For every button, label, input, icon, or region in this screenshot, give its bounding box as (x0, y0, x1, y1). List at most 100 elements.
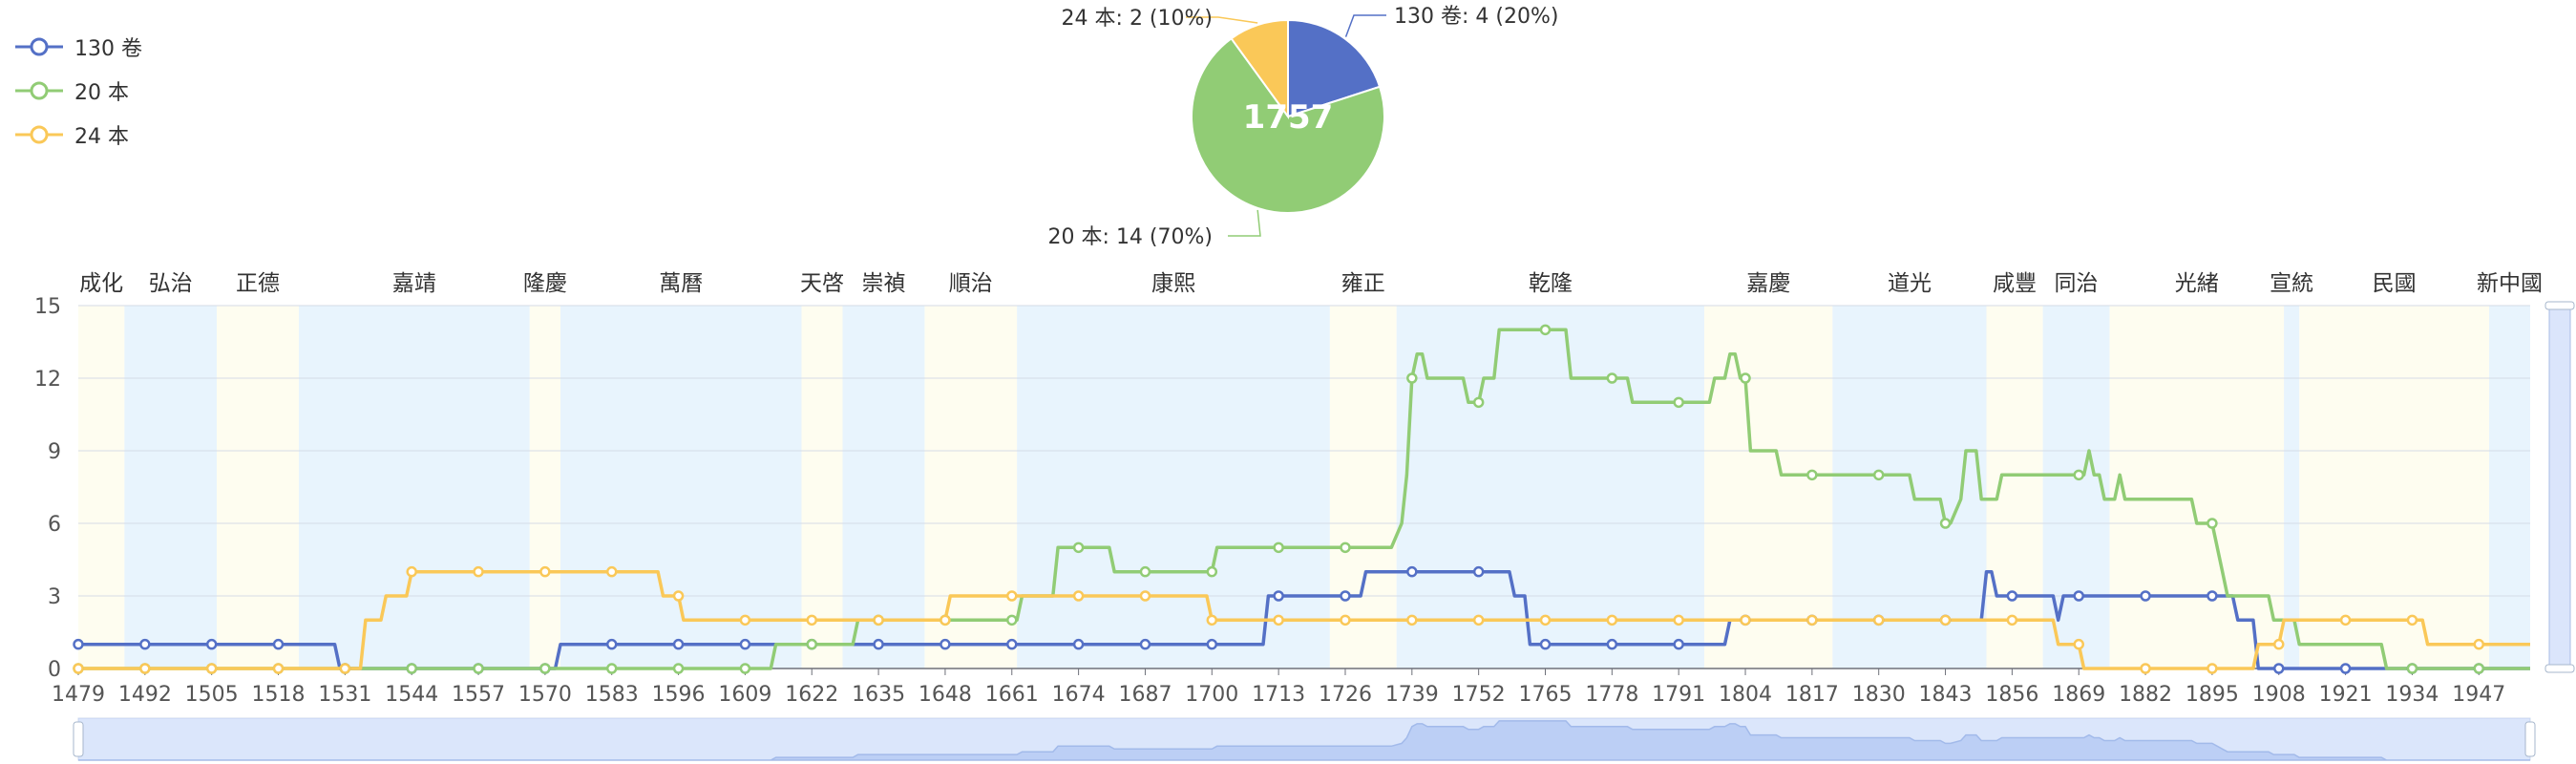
slider-left-handle[interactable] (73, 721, 84, 757)
series-point[interactable] (1206, 614, 1218, 626)
series-point[interactable] (1872, 469, 1885, 481)
series-point[interactable] (2140, 590, 2151, 602)
series-point[interactable] (1472, 565, 1485, 578)
series-point[interactable] (2339, 663, 2352, 674)
series-point[interactable] (1072, 638, 1085, 650)
series-point[interactable] (272, 663, 285, 674)
series-point[interactable] (605, 638, 618, 650)
series-point[interactable] (672, 590, 685, 602)
series-point[interactable] (2206, 590, 2218, 602)
vslider-bottom-handle[interactable] (2544, 664, 2575, 673)
slider-selected-range[interactable] (78, 718, 2530, 760)
series-point[interactable] (2273, 663, 2285, 674)
series-point[interactable] (2473, 663, 2485, 674)
series-point[interactable] (672, 663, 685, 674)
series-point[interactable] (1273, 590, 1284, 602)
series-point[interactable] (539, 565, 551, 578)
series-point[interactable] (406, 565, 417, 578)
series-point[interactable] (139, 638, 151, 650)
series-point[interactable] (1539, 324, 1552, 336)
legend-item-20-ben[interactable]: 20 本 (13, 69, 142, 113)
series-point[interactable] (2140, 663, 2151, 674)
series-point[interactable] (2273, 638, 2285, 650)
series-point[interactable] (2206, 518, 2218, 529)
series-point[interactable] (1539, 638, 1552, 650)
series-point[interactable] (1340, 590, 1351, 602)
series-point[interactable] (739, 638, 751, 650)
series-point[interactable] (339, 663, 351, 674)
series-point[interactable] (1606, 638, 1618, 650)
series-point[interactable] (1006, 614, 1018, 626)
series-point[interactable] (2473, 638, 2485, 650)
series-point[interactable] (1472, 396, 1485, 409)
series-point[interactable] (1539, 614, 1552, 626)
series-point[interactable] (1472, 614, 1485, 626)
series-point[interactable] (2339, 614, 2352, 626)
series-point[interactable] (1006, 638, 1018, 650)
series-point[interactable] (1740, 372, 1751, 384)
series-point[interactable] (1273, 541, 1284, 554)
series-point[interactable] (806, 638, 818, 650)
series-point[interactable] (1072, 541, 1085, 554)
series-point[interactable] (539, 663, 551, 674)
series-point[interactable] (205, 638, 218, 650)
vslider-top-handle[interactable] (2544, 301, 2575, 310)
series-point[interactable] (1340, 614, 1351, 626)
series-point[interactable] (2406, 614, 2418, 626)
series-point[interactable] (605, 565, 618, 578)
series-point[interactable] (1406, 372, 1418, 384)
pie-slice-2[interactable] (1230, 18, 1289, 120)
series-point[interactable] (406, 663, 417, 674)
series-point[interactable] (2073, 590, 2084, 602)
series-point[interactable] (1606, 372, 1618, 384)
series-point[interactable] (205, 663, 218, 674)
pie-slice-0[interactable] (1287, 18, 1382, 118)
slider-right-handle[interactable] (2524, 721, 2536, 757)
series-point[interactable] (1406, 614, 1418, 626)
series-point[interactable] (473, 565, 484, 578)
series-point[interactable] (1939, 614, 1952, 626)
series-point[interactable] (2406, 663, 2418, 674)
series-point[interactable] (940, 638, 951, 650)
series-point[interactable] (1340, 541, 1351, 554)
series-point[interactable] (1139, 590, 1151, 602)
series-point[interactable] (1939, 518, 1952, 529)
series-point[interactable] (1740, 614, 1751, 626)
legend-item-24-ben[interactable]: 24 本 (13, 113, 142, 157)
series-point[interactable] (1139, 638, 1151, 650)
series-point[interactable] (1273, 614, 1284, 626)
series-point[interactable] (1072, 590, 1085, 602)
series-point[interactable] (1806, 614, 1818, 626)
series-point[interactable] (73, 663, 84, 674)
series-point[interactable] (873, 638, 884, 650)
series-point[interactable] (806, 614, 818, 626)
series-point[interactable] (2206, 663, 2218, 674)
series-point[interactable] (272, 638, 285, 650)
series-point[interactable] (1206, 565, 1218, 578)
series-point[interactable] (2006, 590, 2018, 602)
series-point[interactable] (1673, 638, 1684, 650)
series-point[interactable] (1673, 614, 1684, 626)
series-point[interactable] (1606, 614, 1618, 626)
series-point[interactable] (1006, 590, 1018, 602)
series-point[interactable] (473, 663, 484, 674)
series-point[interactable] (2073, 638, 2084, 650)
legend-item-130-juan[interactable]: 130 卷 (13, 25, 142, 69)
series-point[interactable] (672, 638, 685, 650)
series-point[interactable] (73, 638, 84, 650)
vslider-track[interactable] (2548, 305, 2571, 669)
series-point[interactable] (139, 663, 151, 674)
series-point[interactable] (1872, 614, 1885, 626)
series-point[interactable] (1673, 396, 1684, 409)
series-point[interactable] (1206, 638, 1218, 650)
series-point[interactable] (1139, 565, 1151, 578)
series-point[interactable] (739, 663, 751, 674)
series-point[interactable] (1406, 565, 1418, 578)
series-point[interactable] (605, 663, 618, 674)
series-point[interactable] (1806, 469, 1818, 481)
series-point[interactable] (940, 614, 951, 626)
series-point[interactable] (873, 614, 884, 626)
series-point[interactable] (2006, 614, 2018, 626)
pie-slice-1[interactable] (1191, 36, 1385, 214)
series-point[interactable] (2073, 469, 2084, 481)
